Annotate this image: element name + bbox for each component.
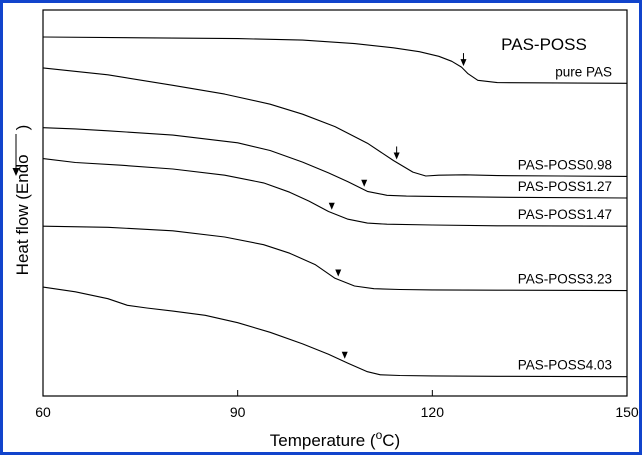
chart-title: PAS-POSS bbox=[501, 35, 587, 54]
series-line-4 bbox=[42, 225, 628, 292]
x-tick-label-2: 120 bbox=[421, 404, 445, 420]
series-line-1 bbox=[42, 67, 628, 177]
x-axis-title: Temperature (oC) bbox=[270, 428, 400, 450]
y-axis-title-group: Heat flow (Endo) bbox=[13, 125, 32, 276]
transition-marker-0 bbox=[460, 53, 467, 67]
series-label-1: PAS-POSS0.98 bbox=[518, 157, 612, 172]
transition-marker-3 bbox=[328, 202, 335, 210]
series-label-4: PAS-POSS3.23 bbox=[518, 272, 612, 287]
series-label-2: PAS-POSS1.27 bbox=[518, 179, 612, 194]
transition-marker-1 bbox=[393, 146, 400, 160]
markers-group bbox=[328, 53, 467, 359]
series-line-0 bbox=[42, 36, 628, 84]
series-label-3: PAS-POSS1.47 bbox=[518, 207, 612, 222]
transition-marker-4 bbox=[335, 269, 342, 277]
x-tick-label-1: 90 bbox=[230, 404, 246, 420]
series-line-5 bbox=[42, 286, 628, 378]
transition-marker-2 bbox=[361, 179, 368, 187]
series-line-2 bbox=[42, 127, 628, 199]
x-tick-label-0: 60 bbox=[35, 404, 51, 420]
endo-direction-arrow bbox=[12, 134, 20, 176]
series-label-0: pure PAS bbox=[555, 64, 612, 79]
y-axis-title: Heat flow (Endo) bbox=[13, 125, 32, 276]
x-axis-ticks: 60 90 120 150 bbox=[35, 390, 639, 420]
series-labels-group: pure PAS PAS-POSS0.98 PAS-POSS1.27 PAS-POSS… bbox=[518, 64, 612, 372]
series-line-3 bbox=[42, 158, 628, 227]
x-tick-label-3: 150 bbox=[615, 404, 639, 420]
curves-group bbox=[42, 36, 628, 378]
transition-marker-5 bbox=[341, 351, 348, 359]
series-label-5: PAS-POSS4.03 bbox=[518, 358, 612, 373]
plot-area-border bbox=[42, 9, 628, 397]
